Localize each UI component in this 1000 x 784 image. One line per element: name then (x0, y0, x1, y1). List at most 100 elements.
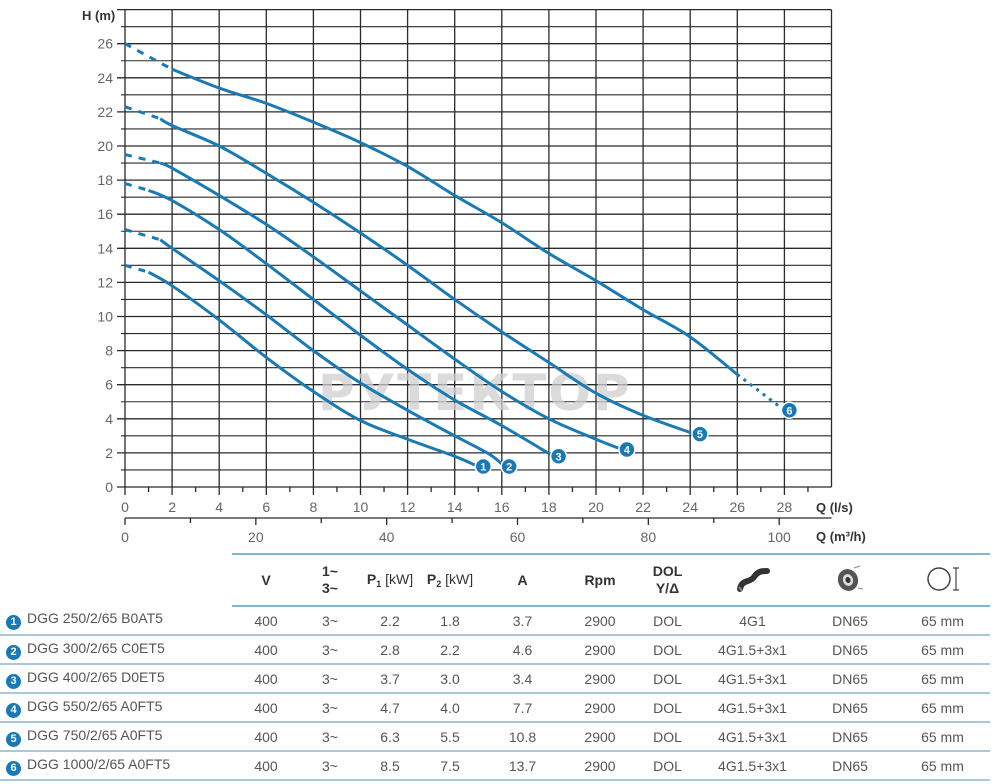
model-cell: 2 DGG 300/2/65 C0ET5 (0, 635, 232, 665)
header-p2-symbol: P (426, 571, 437, 587)
model-name: DGG 250/2/65 B0AT5 (27, 610, 163, 626)
row-number-badge: 4 (6, 702, 21, 718)
cable-icon (736, 567, 770, 592)
curve-3 (147, 188, 555, 458)
p1-cell: 4.7 (360, 693, 420, 723)
flange-cell: DN65 (805, 722, 895, 752)
rpm-cell: 2900 (565, 722, 635, 752)
curve-6-dashed (124, 42, 173, 71)
curve-5-dashed (124, 105, 161, 121)
header-start-dol: DOL (652, 563, 683, 579)
y-tick-label: 14 (97, 240, 113, 256)
p2-cell: 3.0 (420, 664, 480, 694)
header-voltage: V (232, 553, 300, 607)
y-tick-label: 24 (97, 70, 113, 86)
svg-text:2: 2 (506, 462, 512, 474)
curve-marker-5: 5 (691, 425, 709, 443)
header-phase-1: 1~ (322, 563, 338, 579)
model-name: DGG 400/2/65 D0ET5 (27, 668, 165, 685)
model-cell: 5 DGG 750/2/65 A0FT5 (0, 722, 232, 752)
flange-cell: DN65 (805, 635, 895, 665)
p1-cell: 6.3 (360, 722, 420, 752)
y-tick-label: 20 (97, 138, 113, 154)
y-tick-label: 6 (105, 377, 113, 393)
header-current: A (480, 553, 565, 607)
curve-5 (159, 117, 696, 436)
y-tick-label: 2 (105, 445, 113, 461)
header-cable (700, 553, 805, 607)
v-cell: 400 (232, 693, 300, 723)
curve-2-dashed (124, 228, 161, 242)
p2-cell: 4.0 (420, 693, 480, 723)
x-axis-label-m3h: Q (m³/h) (816, 529, 866, 544)
start-cell: DOL (635, 751, 700, 781)
svg-text:3: 3 (556, 451, 562, 463)
a-cell: 13.7 (480, 751, 565, 781)
x2-tick-label: 60 (510, 529, 526, 545)
row-number-badge: 1 (6, 615, 21, 630)
x-tick-label: 10 (353, 499, 369, 515)
a-cell: 10.8 (480, 722, 565, 752)
row-number-badge: 3 (6, 673, 21, 689)
x-tick-label: 8 (310, 499, 318, 515)
y-tick-label: 12 (97, 274, 113, 290)
curve-marker-3: 3 (549, 447, 568, 466)
p2-cell: 5.5 (420, 722, 480, 752)
curve-4-dashed (124, 153, 161, 165)
phase-cell: 3~ (300, 635, 360, 665)
x-axis-label-ls: Q (l/s) (816, 500, 853, 515)
cable-cell: 4G1.5+3x1 (700, 693, 805, 723)
p1-cell: 3.7 (360, 664, 420, 694)
model-name: DGG 300/2/65 C0ET5 (27, 639, 165, 656)
header-passage (895, 553, 990, 607)
curve-6-dashed-end (736, 373, 786, 412)
header-start: DOL Y/Δ (635, 553, 700, 607)
x-tick-label: 14 (447, 499, 463, 515)
y-tick-label: 22 (97, 104, 113, 120)
cable-cell: 4G1.5+3x1 (700, 664, 805, 694)
model-cell: 4 DGG 550/2/65 A0FT5 (0, 693, 232, 723)
table-row: 4 DGG 550/2/65 A0FT5 400 3~ 4.7 4.0 7.7 2900 DOL… (0, 693, 990, 723)
table-header-row: V 1~ 3~ P1 [kW] P2 [kW] A Rpm DOL Y/Δ (0, 553, 990, 607)
header-p1: P1 [kW] (360, 553, 420, 607)
x2-tick-label: 100 (767, 529, 791, 545)
start-cell: DOL (635, 693, 700, 723)
flange-cell: DN65 (805, 606, 895, 636)
header-model (0, 554, 232, 606)
a-cell: 3.4 (480, 664, 565, 694)
table-row: 5 DGG 750/2/65 A0FT5 400 3~ 6.3 5.5 10.8 2900 DO… (0, 722, 990, 752)
p1-cell: 2.2 (360, 606, 420, 636)
flange-cell: DN65 (805, 664, 895, 694)
model-cell: 3 DGG 400/2/65 D0ET5 (0, 664, 232, 694)
passage-cell: 65 mm (895, 693, 990, 723)
row-number-badge: 5 (6, 731, 21, 747)
chart-curves (124, 42, 786, 468)
rpm-cell: 2900 (565, 751, 635, 781)
curve-marker-2: 2 (500, 457, 518, 476)
row-number-badge: 2 (6, 644, 21, 660)
y-tick-label: 18 (97, 172, 113, 188)
x2-tick-label: 80 (641, 529, 657, 545)
rpm-cell: 2900 (565, 693, 635, 723)
curve-4 (159, 161, 623, 451)
a-cell: 3.7 (480, 606, 565, 636)
curve-2 (159, 238, 506, 468)
table-row: 2 DGG 300/2/65 C0ET5 400 3~ 2.8 2.2 4.6 2900 DOL… (0, 635, 990, 665)
x-tick-label: 26 (730, 499, 746, 515)
curve-6 (171, 67, 739, 376)
x-tick-label: 0 (121, 499, 129, 515)
y-tick-label: 0 (105, 479, 113, 495)
v-cell: 400 (232, 606, 300, 636)
svg-text:5: 5 (697, 429, 703, 441)
y-tick-label: 4 (105, 411, 113, 427)
p2-cell: 7.5 (420, 751, 480, 781)
model-cell: 6 DGG 1000/2/65 A0FT5 (0, 751, 232, 781)
start-cell: DOL (635, 722, 700, 752)
svg-text:6: 6 (786, 405, 792, 417)
row-number-badge: 6 (6, 760, 21, 776)
free-passage-icon (926, 566, 959, 591)
curve-marker-6: 6 (780, 401, 799, 420)
header-p2-sub: 2 (436, 579, 442, 589)
x-tick-label: 2 (168, 499, 176, 515)
